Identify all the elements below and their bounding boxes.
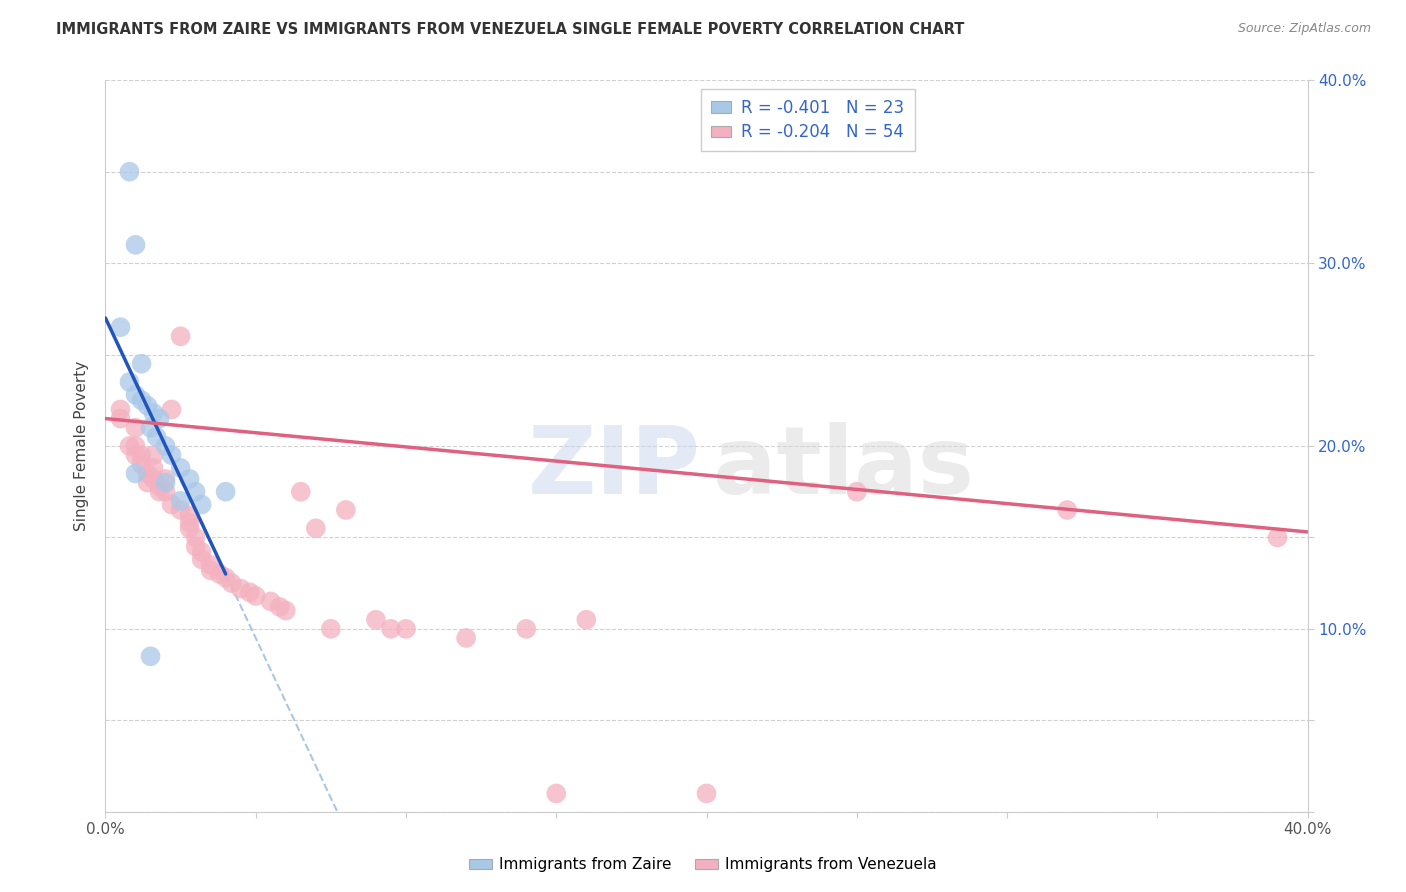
Point <box>148 484 170 499</box>
Point <box>160 402 183 417</box>
Point <box>179 521 201 535</box>
Point <box>124 467 146 481</box>
Point <box>454 631 477 645</box>
Point <box>124 388 146 402</box>
Point <box>335 503 357 517</box>
Point <box>131 458 153 472</box>
Point <box>169 493 191 508</box>
Point <box>169 329 191 343</box>
Point <box>1056 503 1078 517</box>
Point <box>145 430 167 444</box>
Point <box>184 540 207 554</box>
Point <box>110 320 132 334</box>
Point <box>148 411 170 425</box>
Point <box>184 484 207 499</box>
Point <box>190 552 212 566</box>
Point <box>160 448 183 462</box>
Point <box>131 393 153 408</box>
Point <box>229 582 252 596</box>
Point <box>221 576 243 591</box>
Point <box>190 498 212 512</box>
Point <box>319 622 342 636</box>
Point <box>845 484 868 499</box>
Point <box>239 585 262 599</box>
Text: ZIP: ZIP <box>527 422 700 514</box>
Point <box>142 406 165 420</box>
Point <box>274 603 297 617</box>
Point <box>169 503 191 517</box>
Point <box>155 484 177 499</box>
Point <box>269 599 291 614</box>
Point <box>214 571 236 585</box>
Text: IMMIGRANTS FROM ZAIRE VS IMMIGRANTS FROM VENEZUELA SINGLE FEMALE POVERTY CORRELA: IMMIGRANTS FROM ZAIRE VS IMMIGRANTS FROM… <box>56 22 965 37</box>
Point <box>118 439 141 453</box>
Point <box>179 508 201 523</box>
Point <box>260 594 283 608</box>
Point <box>136 467 159 481</box>
Point <box>169 461 191 475</box>
Point <box>136 399 159 413</box>
Point <box>214 484 236 499</box>
Point <box>142 448 165 462</box>
Point <box>139 421 162 435</box>
Point <box>155 472 177 486</box>
Point <box>148 479 170 493</box>
Point <box>179 516 201 530</box>
Point <box>110 402 132 417</box>
Point <box>208 567 231 582</box>
Point <box>245 589 267 603</box>
Point <box>124 439 146 453</box>
Point <box>546 787 568 801</box>
Point <box>184 530 207 544</box>
Legend: R = -0.401   N = 23, R = -0.204   N = 54: R = -0.401 N = 23, R = -0.204 N = 54 <box>702 88 914 152</box>
Point <box>305 521 328 535</box>
Point <box>200 563 222 577</box>
Point <box>124 238 146 252</box>
Point <box>190 545 212 559</box>
Text: atlas: atlas <box>713 422 973 514</box>
Point <box>696 787 718 801</box>
Point <box>155 439 177 453</box>
Point <box>131 357 153 371</box>
Point <box>575 613 598 627</box>
Point <box>142 461 165 475</box>
Y-axis label: Single Female Poverty: Single Female Poverty <box>75 361 90 531</box>
Legend: Immigrants from Zaire, Immigrants from Venezuela: Immigrants from Zaire, Immigrants from V… <box>461 849 945 880</box>
Point <box>110 411 132 425</box>
Point <box>131 448 153 462</box>
Point <box>142 472 165 486</box>
Point <box>290 484 312 499</box>
Point <box>515 622 537 636</box>
Point <box>155 475 177 490</box>
Point <box>118 165 141 179</box>
Point <box>136 475 159 490</box>
Point <box>139 649 162 664</box>
Point <box>124 421 146 435</box>
Point <box>1267 530 1289 544</box>
Point <box>364 613 387 627</box>
Point <box>160 498 183 512</box>
Point <box>124 448 146 462</box>
Point <box>179 472 201 486</box>
Text: Source: ZipAtlas.com: Source: ZipAtlas.com <box>1237 22 1371 36</box>
Point <box>395 622 418 636</box>
Point <box>380 622 402 636</box>
Point <box>118 375 141 389</box>
Point <box>200 558 222 572</box>
